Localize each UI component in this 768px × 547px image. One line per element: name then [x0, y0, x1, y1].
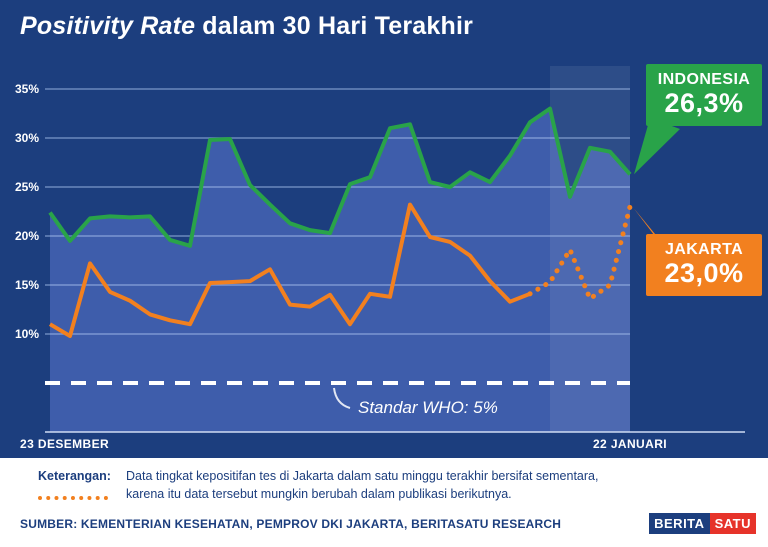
jakarta-callout-name: JAKARTA	[664, 241, 744, 258]
indonesia-callout: INDONESIA 26,3%	[646, 64, 762, 127]
page-title-italic: Positivity Rate	[20, 12, 196, 40]
x-axis-end-label: 22 JANUARI	[592, 437, 667, 451]
jakarta-callout-value: 23,0%	[664, 258, 744, 288]
jakarta-dotted-legend-sample	[38, 487, 108, 500]
beritasatu-logo: BERITA SATU	[649, 513, 756, 534]
x-axis-start-label: 23 DESEMBER	[20, 437, 110, 451]
beritasatu-logo-berita: BERITA	[649, 513, 710, 534]
footnote-line1: Data tingkat kepositifan tes di Jakarta …	[126, 469, 599, 483]
recent-week-highlight-band	[550, 66, 630, 432]
footnote: Keterangan: Data tingkat kepositifan tes…	[38, 468, 754, 503]
jakarta-line-dotted-segment	[527, 204, 633, 303]
footer: Keterangan: Data tingkat kepositifan tes…	[0, 458, 768, 547]
source-row: SUMBER: KEMENTERIAN KESEHATAN, PEMPROV D…	[20, 513, 756, 534]
positivity-line-chart: 10% 15% 20% 25% 30% 35% Standar WHO: 5%	[15, 66, 745, 433]
footnote-line2: karena itu data tersebut mungkin berubah…	[126, 486, 512, 501]
page-title-rest: dalam 30 Hari Terakhir	[202, 12, 474, 40]
page-title: Positivity Rate dalam 30 Hari Terakhir	[20, 12, 473, 41]
indonesia-area-fill	[50, 108, 630, 432]
y-tick-label: 10%	[15, 327, 39, 341]
jakarta-line	[48, 202, 531, 338]
indonesia-callout-name: INDONESIA	[657, 71, 751, 88]
indonesia-callout-pointer	[634, 118, 680, 175]
indonesia-callout-value: 26,3%	[664, 88, 744, 118]
footnote-label: Keterangan:	[38, 469, 111, 483]
y-tick-label: 25%	[15, 180, 39, 194]
source-text: SUMBER: KEMENTERIAN KESEHATAN, PEMPROV D…	[20, 516, 562, 531]
y-tick-label: 20%	[15, 229, 39, 243]
who-standard-label: Standar WHO: 5%	[358, 398, 498, 417]
who-label-connector	[333, 387, 351, 409]
indonesia-line	[48, 106, 632, 248]
jakarta-callout: JAKARTA 23,0%	[646, 234, 762, 297]
y-tick-label: 15%	[15, 278, 39, 292]
y-tick-label: 35%	[15, 82, 39, 96]
y-tick-label: 30%	[15, 131, 39, 145]
beritasatu-logo-satu: SATU	[709, 513, 756, 534]
gridlines	[45, 88, 630, 335]
y-axis-labels: 10% 15% 20% 25% 30% 35%	[15, 82, 39, 341]
